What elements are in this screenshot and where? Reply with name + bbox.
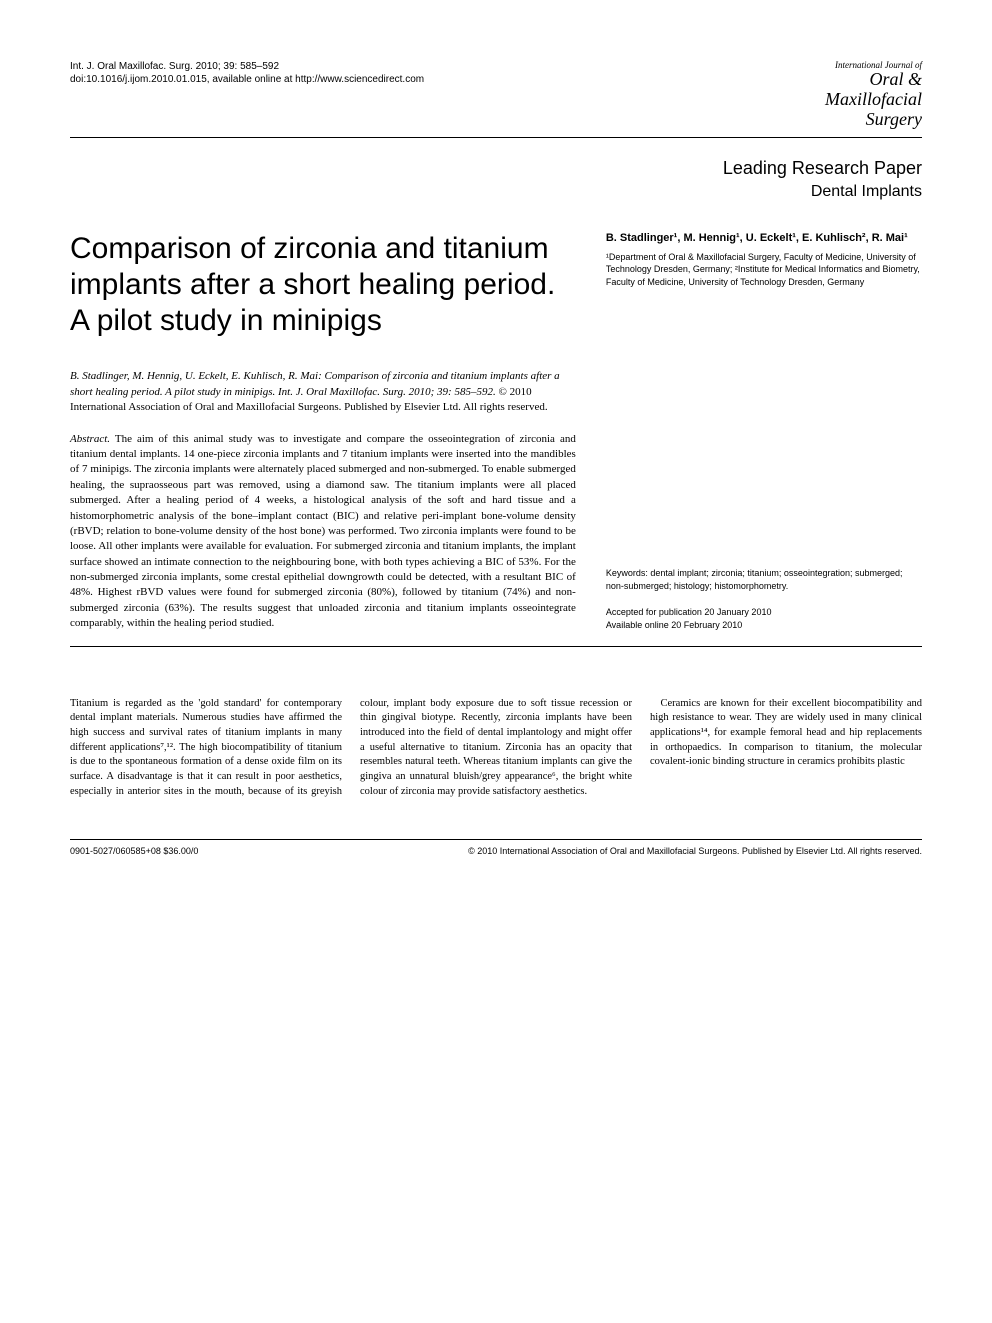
title-row: Comparison of zirconia and titanium impl…	[70, 231, 922, 339]
journal-main-1: Oral &	[825, 70, 922, 90]
affiliations: ¹Department of Oral & Maxillofacial Surg…	[606, 251, 922, 289]
keywords: Keywords: dental implant; zirconia; tita…	[606, 567, 922, 592]
footer-row: 0901-5027/060585+08 $36.00/0 © 2010 Inte…	[70, 846, 922, 856]
abstract-text: The aim of this animal study was to inve…	[70, 433, 576, 630]
author-names: B. Stadlinger¹, M. Hennig¹, U. Eckelt¹, …	[606, 231, 922, 246]
header-row: Int. J. Oral Maxillofac. Surg. 2010; 39:…	[70, 60, 922, 129]
online-date: Available online 20 February 2010	[606, 619, 922, 632]
journal-main-3: Surgery	[825, 110, 922, 130]
body-p2: Ceramics are known for their excellent b…	[650, 697, 922, 770]
title-column: Comparison of zirconia and titanium impl…	[70, 231, 576, 339]
abstract-label: Abstract.	[70, 433, 110, 445]
abstract-row: Abstract. The aim of this animal study w…	[70, 432, 922, 632]
article-title: Comparison of zirconia and titanium impl…	[70, 231, 576, 339]
body-text: Titanium is regarded as the 'gold standa…	[70, 697, 922, 800]
citation-line-2: doi:10.1016/j.ijom.2010.01.015, availabl…	[70, 73, 424, 86]
journal-logo: International Journal of Oral & Maxillof…	[825, 60, 922, 129]
top-rule	[70, 137, 922, 138]
footer-rule	[70, 839, 922, 840]
section-labels: Leading Research Paper Dental Implants	[70, 158, 922, 201]
authors-column: B. Stadlinger¹, M. Hennig¹, U. Eckelt¹, …	[606, 231, 922, 339]
footer-right: © 2010 International Association of Oral…	[468, 846, 922, 856]
journal-main-2: Maxillofacial	[825, 90, 922, 110]
section-line-2: Dental Implants	[70, 183, 922, 201]
citation-block: Int. J. Oral Maxillofac. Surg. 2010; 39:…	[70, 60, 424, 86]
citation-line-1: Int. J. Oral Maxillofac. Surg. 2010; 39:…	[70, 60, 424, 73]
mid-rule	[70, 646, 922, 647]
abstract-column: Abstract. The aim of this animal study w…	[70, 432, 576, 632]
section-line-1: Leading Research Paper	[70, 158, 922, 179]
footer-left: 0901-5027/060585+08 $36.00/0	[70, 846, 198, 856]
body-p1: Titanium is regarded as the 'gold standa…	[70, 697, 632, 800]
meta-column: Keywords: dental implant; zirconia; tita…	[606, 432, 922, 632]
accepted-date: Accepted for publication 20 January 2010	[606, 606, 922, 619]
citation-paragraph: B. Stadlinger, M. Hennig, U. Eckelt, E. …	[70, 369, 564, 415]
citation-italic: B. Stadlinger, M. Hennig, U. Eckelt, E. …	[70, 370, 560, 397]
